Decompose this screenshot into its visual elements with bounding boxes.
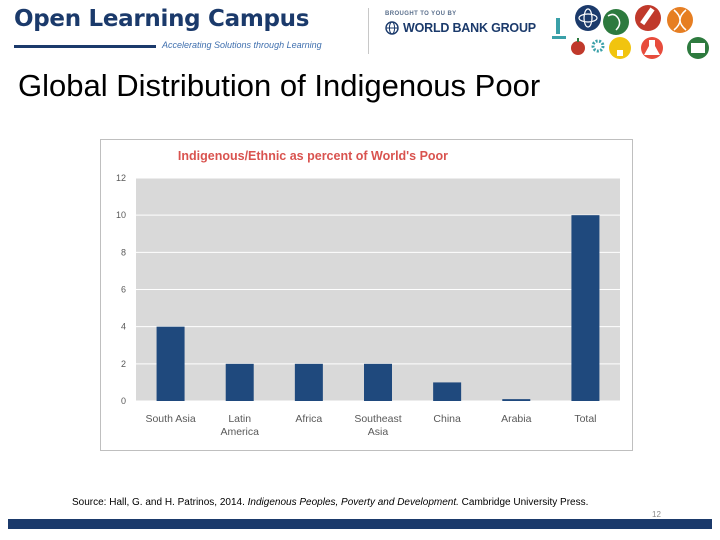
- flask-icon: [641, 37, 663, 59]
- lightbulb-icon: [609, 37, 631, 59]
- header-divider: [368, 8, 369, 54]
- book-icon: [687, 37, 709, 59]
- x-tick-label: Africa: [295, 413, 322, 425]
- x-tick-label: Latin America: [220, 413, 259, 438]
- brought-by-label: BROUGHT TO YOU BY: [385, 11, 457, 17]
- bar-chart: Indigenous/Ethnic as percent of World's …: [100, 139, 633, 451]
- x-axis: South Asia Latin America Africa Southeast Asi…: [145, 413, 596, 438]
- y-tick-label: 2: [121, 359, 126, 369]
- bar: [433, 382, 462, 401]
- gridlines: [136, 177, 620, 402]
- x-tick-label-line: America: [220, 426, 259, 438]
- world-bank-logo: WORLD BANK GROUP: [385, 21, 536, 35]
- gear-icon: [591, 39, 605, 53]
- source-citation: Source: Hall, G. and H. Patrinos, 2014. …: [72, 497, 588, 508]
- y-tick-label: 4: [121, 322, 126, 332]
- x-tick-label: Arabia: [501, 413, 532, 425]
- y-tick-label: 0: [121, 396, 126, 406]
- header: Open Learning Campus Accelerating Soluti…: [0, 0, 720, 60]
- x-tick-label-line: Latin: [228, 413, 251, 425]
- x-tick-label-line: South Asia: [145, 413, 195, 425]
- education-icons: [552, 5, 709, 59]
- globe-icon: [603, 9, 629, 35]
- source-prefix: Source: Hall, G. and H. Patrinos, 2014.: [72, 497, 248, 508]
- x-tick-label-line: Total: [574, 413, 596, 425]
- globe-icon: [385, 21, 399, 35]
- brand-logo: Open Learning Campus: [14, 6, 310, 32]
- bar: [225, 363, 254, 401]
- apple-icon: [571, 38, 585, 55]
- dna-icon: [667, 7, 693, 33]
- bar: [364, 363, 392, 401]
- bars: [156, 215, 600, 401]
- partner-name: WORLD BANK GROUP: [403, 21, 536, 35]
- y-axis: 0 2 4 6 8 10 12: [116, 173, 126, 406]
- pencil-icon: [635, 5, 661, 31]
- source-title: Indigenous Peoples, Poverty and Developm…: [247, 497, 459, 508]
- y-tick-label: 6: [121, 285, 126, 295]
- bar: [502, 399, 531, 401]
- y-tick-label: 8: [121, 247, 126, 257]
- bar: [294, 363, 323, 401]
- y-tick-label: 10: [116, 210, 126, 220]
- brand-tagline: Accelerating Solutions through Learning: [162, 40, 322, 50]
- y-tick-label: 12: [116, 173, 126, 183]
- x-tick-label: Southeast Asia: [354, 413, 401, 438]
- x-tick-label: South Asia: [145, 413, 195, 425]
- x-tick-label-line: Southeast: [354, 413, 401, 425]
- bar: [156, 326, 185, 401]
- x-tick-label-line: Africa: [295, 413, 322, 425]
- x-tick-label-line: Asia: [368, 426, 389, 438]
- x-tick-label: China: [433, 413, 461, 425]
- x-tick-label-line: China: [433, 413, 461, 425]
- source-suffix: Cambridge University Press.: [458, 497, 589, 508]
- footer-bar: [8, 519, 712, 529]
- page-number: 12: [652, 510, 661, 519]
- brand-underline: [14, 45, 156, 48]
- slide-title: Global Distribution of Indigenous Poor: [18, 68, 541, 103]
- chart-title: Indigenous/Ethnic as percent of World's …: [178, 149, 448, 163]
- atom-icon: [575, 5, 601, 31]
- x-tick-label-line: Arabia: [501, 413, 532, 425]
- bar: [571, 215, 600, 401]
- x-tick-label: Total: [574, 413, 596, 425]
- microscope-icon: [552, 18, 566, 39]
